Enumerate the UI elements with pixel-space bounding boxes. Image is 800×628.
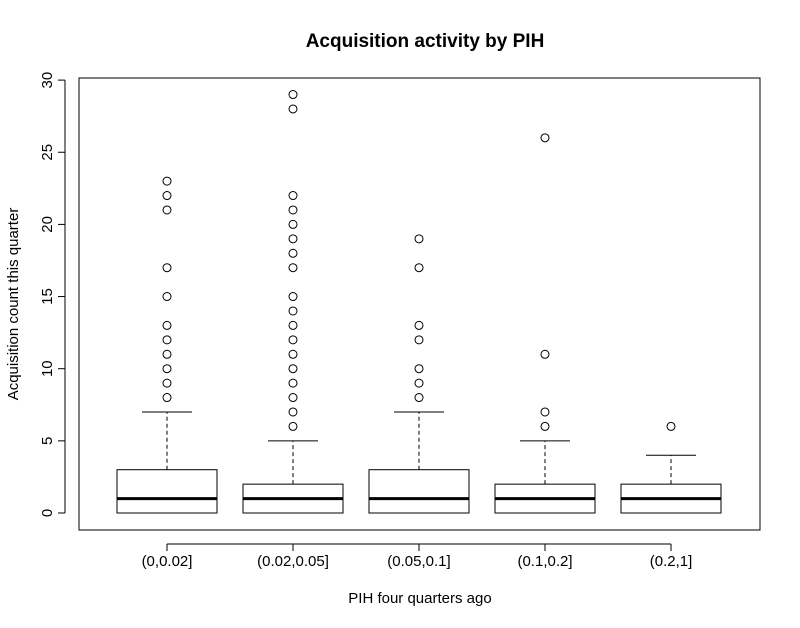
- outlier-point: [162, 205, 172, 215]
- box-group: [368, 234, 470, 514]
- outlier-point: [288, 263, 298, 273]
- outlier-point: [162, 292, 172, 302]
- box: [368, 469, 470, 514]
- plot-frame: [78, 77, 761, 531]
- x-tick-label: (0,0.02]: [142, 553, 193, 570]
- outlier-point: [288, 248, 298, 258]
- x-axis-label: PIH four quarters ago: [348, 590, 491, 607]
- y-tick-label: 15: [39, 288, 56, 305]
- outlier-point: [288, 191, 298, 201]
- outlier-point: [288, 320, 298, 330]
- outlier-point: [414, 378, 424, 388]
- y-axis: 0 5 10 15 20 25 30: [39, 72, 66, 517]
- outlier-point: [540, 407, 550, 417]
- outlier-point: [288, 234, 298, 244]
- outlier-point: [162, 349, 172, 359]
- outlier-point: [288, 219, 298, 229]
- outlier-point: [162, 176, 172, 186]
- outlier-point: [540, 133, 550, 143]
- outlier-point: [540, 421, 550, 431]
- y-tick-label: 0: [39, 509, 56, 517]
- outlier-point: [288, 90, 298, 100]
- outlier-point: [288, 335, 298, 345]
- x-tick-label: (0.05,0.1]: [387, 553, 450, 570]
- outlier-point: [288, 421, 298, 431]
- outlier-point: [162, 191, 172, 201]
- boxes-layer: [116, 90, 722, 514]
- x-tick-label: (0.2,1]: [650, 553, 693, 570]
- outlier-point: [288, 292, 298, 302]
- chart-title: Acquisition activity by PIH: [306, 31, 545, 52]
- outlier-point: [288, 306, 298, 316]
- outlier-point: [162, 364, 172, 374]
- outlier-point: [414, 393, 424, 403]
- y-tick-label: 10: [39, 360, 56, 377]
- outlier-point: [162, 263, 172, 273]
- y-tick-label: 25: [39, 144, 56, 161]
- outlier-point: [162, 378, 172, 388]
- box-group: [494, 133, 596, 514]
- outlier-point: [414, 364, 424, 374]
- outlier-point: [162, 335, 172, 345]
- y-tick-label: 5: [39, 437, 56, 445]
- outlier-point: [288, 364, 298, 374]
- outlier-point: [414, 234, 424, 244]
- outlier-point: [414, 263, 424, 273]
- outlier-point: [414, 335, 424, 345]
- x-tick-label: (0.1,0.2]: [517, 553, 572, 570]
- outlier-point: [288, 407, 298, 417]
- box-group: [116, 176, 218, 514]
- outlier-point: [288, 378, 298, 388]
- y-tick-label: 30: [39, 72, 56, 89]
- box-group: [620, 421, 722, 514]
- outlier-point: [288, 349, 298, 359]
- y-axis-label: Acquisition count this quarter: [5, 208, 22, 401]
- x-tick-label: (0.02,0.05]: [257, 553, 329, 570]
- y-tick-label: 20: [39, 216, 56, 233]
- outlier-point: [666, 421, 676, 431]
- outlier-point: [162, 393, 172, 403]
- outlier-point: [162, 320, 172, 330]
- outlier-point: [288, 393, 298, 403]
- box-group: [242, 90, 344, 514]
- outlier-point: [288, 205, 298, 215]
- outlier-point: [288, 104, 298, 114]
- x-axis: (0,0.02] (0.02,0.05] (0.05,0.1] (0.1,0.2] (0…: [142, 543, 693, 570]
- outlier-point: [540, 349, 550, 359]
- box: [116, 469, 218, 514]
- outlier-point: [414, 320, 424, 330]
